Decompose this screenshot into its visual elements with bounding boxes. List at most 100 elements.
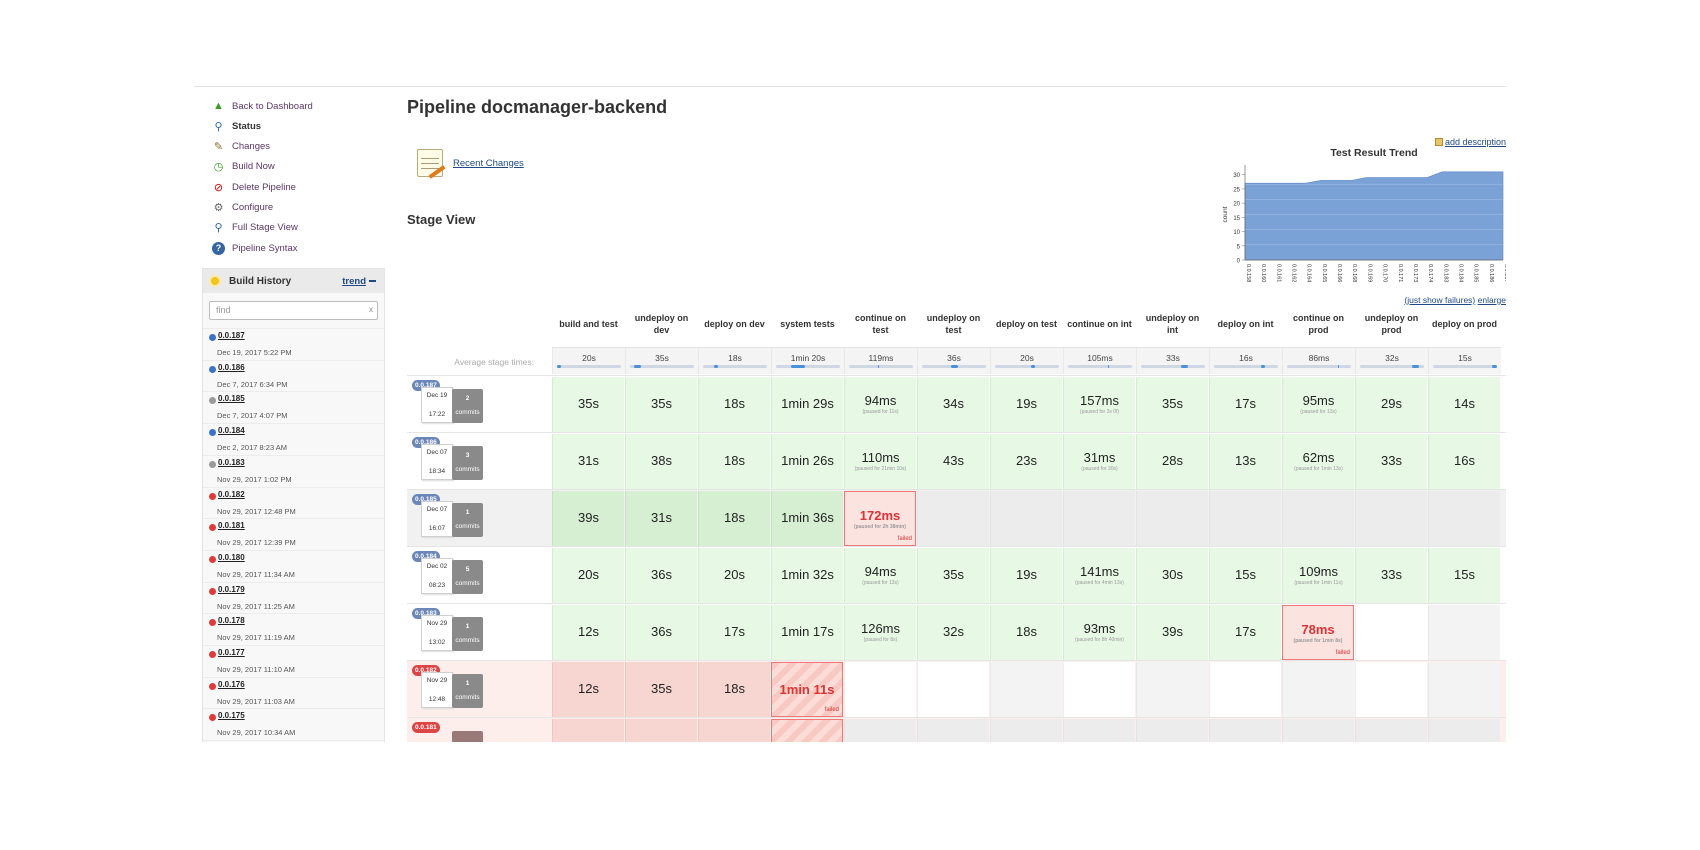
stage-cell[interactable]: 20s (698, 548, 770, 603)
build-history-item[interactable]: 0.0.176 Nov 29, 2017 11:03 AM (203, 676, 384, 709)
stage-cell[interactable]: 110ms (paused for 21min 10s) (844, 434, 916, 489)
build-history-item[interactable]: 0.0.186 Dec 7, 2017 6:34 PM (203, 359, 384, 392)
stage-cell[interactable]: 17s (1209, 605, 1281, 660)
stage-cell[interactable]: 33s (1355, 434, 1427, 489)
build-history-item[interactable]: 0.0.181 Nov 29, 2017 12:39 PM (203, 518, 384, 550)
stage-cell[interactable]: 62ms (paused for 1min 13s) (1282, 434, 1354, 489)
run-commits-button[interactable]: 1 commits (452, 617, 483, 651)
build-link[interactable]: 0.0.176 (218, 679, 245, 689)
build-history-item[interactable]: 0.0.185 Dec 7, 2017 4:07 PM (203, 391, 384, 423)
stage-cell[interactable]: 35s (625, 662, 697, 717)
build-link[interactable]: 0.0.179 (218, 584, 245, 594)
recent-changes[interactable]: Recent Changes (417, 149, 524, 179)
build-search-input[interactable]: find x (209, 301, 378, 320)
stage-cell[interactable]: 43s (917, 434, 989, 489)
run-badge[interactable]: 0.0.184 (412, 551, 440, 562)
build-history-item[interactable]: 0.0.184 Dec 2, 2017 8:23 AM (203, 423, 384, 455)
stage-cell[interactable]: 39s (1136, 605, 1208, 660)
task-build-now[interactable]: ◷ Build Now (212, 158, 275, 176)
run-commits-button[interactable]: 1 commits (452, 503, 483, 537)
stage-cell[interactable]: 1min 32s (771, 548, 843, 603)
build-link[interactable]: 0.0.184 (218, 426, 245, 436)
run-badge[interactable]: 0.0.185 (412, 494, 440, 505)
stage-cell[interactable]: 126ms (paused for 8s) (844, 605, 916, 660)
build-history-item[interactable]: 0.0.175 Nov 29, 2017 10:34 AM (203, 708, 384, 740)
stage-cell[interactable]: 19s (990, 548, 1062, 603)
build-history-item[interactable]: 0.0.182 Nov 29, 2017 12:48 PM (203, 486, 384, 519)
stage-cell[interactable]: 17s (1209, 377, 1281, 432)
stage-cell[interactable]: 12s (552, 662, 624, 717)
stage-cell[interactable]: 1min 17s (771, 605, 843, 660)
task-full-stage-view[interactable]: ⚲ Full Stage View (212, 219, 297, 237)
stage-cell[interactable]: 172ms (paused for 2h 38min) failed (844, 491, 916, 546)
run-commits-button[interactable]: 2 commits (452, 389, 483, 423)
stage-cell[interactable]: 19s (990, 377, 1062, 432)
build-link[interactable]: 0.0.182 (218, 489, 245, 499)
stage-cell[interactable]: 28s (1136, 434, 1208, 489)
run-commits-button[interactable]: 3 commits (452, 446, 483, 480)
build-link[interactable]: 0.0.185 (218, 394, 245, 404)
task-delete-pipeline[interactable]: ⊘ Delete Pipeline (212, 178, 296, 196)
stage-cell[interactable]: 14s (1428, 377, 1500, 432)
stage-cell[interactable]: 1min 29s (771, 377, 843, 432)
build-link[interactable]: 0.0.187 (218, 331, 245, 340)
stage-cell[interactable]: 35s (1136, 377, 1208, 432)
task-changes[interactable]: ✎ Changes (212, 138, 270, 156)
stage-cell[interactable]: 18s (698, 434, 770, 489)
build-history-item[interactable]: 0.0.174 (203, 740, 384, 742)
enlarge-link[interactable]: enlarge (1477, 295, 1506, 305)
run-badge[interactable]: 0.0.186 (412, 437, 440, 448)
stage-cell[interactable]: 157ms (paused for 2s 0f) (1063, 377, 1135, 432)
run-commits-button[interactable]: 5 commits (452, 560, 483, 594)
build-link[interactable]: 0.0.178 (218, 616, 245, 626)
stage-cell[interactable]: 18s (990, 605, 1062, 660)
stage-cell[interactable]: 35s (917, 548, 989, 603)
run-badge[interactable]: 0.0.181 (412, 722, 440, 733)
stage-cell[interactable]: 35s (552, 377, 624, 432)
stage-cell[interactable]: 17s (698, 605, 770, 660)
task-status[interactable]: ⚲ Status (212, 117, 261, 135)
run-commits-button[interactable]: 1 commits (452, 674, 483, 708)
stage-cell[interactable]: 31s (552, 434, 624, 489)
just-show-failures-link[interactable]: (just show failures) (1404, 295, 1476, 305)
build-history-item[interactable]: 0.0.180 Nov 29, 2017 11:34 AM (203, 549, 384, 582)
build-link[interactable]: 0.0.177 (218, 648, 245, 657)
task-pipeline-syntax[interactable]: ? Pipeline Syntax (212, 239, 297, 257)
stage-cell[interactable]: 30s (1136, 548, 1208, 603)
stage-cell[interactable]: 18s (698, 377, 770, 432)
stage-cell[interactable]: 20s (552, 548, 624, 603)
build-history-item[interactable]: 0.0.187 Dec 19, 2017 5:22 PM (203, 328, 384, 360)
run-commits-button[interactable] (452, 731, 483, 742)
stage-cell[interactable]: 78ms (paused for 1min 8s) failed (1282, 605, 1354, 660)
recent-changes-link[interactable]: Recent Changes (453, 157, 524, 169)
run-badge[interactable]: 0.0.187 (412, 380, 440, 391)
run-badge[interactable]: 0.0.182 (412, 665, 440, 676)
stage-cell[interactable]: 95ms (paused for 13s) (1282, 377, 1354, 432)
stage-cell[interactable]: 29s (1355, 377, 1427, 432)
run-badge[interactable]: 0.0.183 (412, 608, 440, 619)
stage-cell[interactable]: 35s (625, 377, 697, 432)
task-back-to-dashboard[interactable]: ▲ Back to Dashboard (212, 97, 313, 115)
stage-cell[interactable]: 33s (1355, 548, 1427, 603)
build-history-item[interactable]: 0.0.179 Nov 29, 2017 11:25 AM (203, 581, 384, 614)
stage-cell[interactable]: 39s (552, 491, 624, 546)
add-description-link[interactable]: add description (1434, 137, 1506, 147)
stage-cell[interactable]: 15s (1428, 548, 1500, 603)
build-history-item[interactable]: 0.0.177 Nov 29, 2017 11:10 AM (203, 645, 384, 677)
stage-cell[interactable]: 38s (625, 434, 697, 489)
task-configure[interactable]: ⚙ Configure (212, 199, 274, 217)
stage-cell[interactable]: 32s (917, 605, 989, 660)
stage-cell[interactable]: 31ms (paused for 30s) (1063, 434, 1135, 489)
build-link[interactable]: 0.0.180 (218, 552, 245, 562)
build-link[interactable]: 0.0.183 (218, 457, 245, 467)
stage-cell[interactable]: 141ms (paused for 4min 13s) (1063, 548, 1135, 603)
clear-search-icon[interactable]: x (369, 305, 373, 314)
stage-cell[interactable]: 12s (552, 605, 624, 660)
build-link[interactable]: 0.0.175 (218, 711, 245, 721)
stage-cell[interactable]: 31s (625, 491, 697, 546)
stage-cell[interactable]: 1min 36s (771, 491, 843, 546)
stage-cell[interactable]: 109ms (paused for 1min 11s) (1282, 548, 1354, 603)
stage-cell[interactable]: 15s (1209, 548, 1281, 603)
build-link[interactable]: 0.0.181 (218, 521, 245, 531)
stage-cell[interactable]: 23s (990, 434, 1062, 489)
